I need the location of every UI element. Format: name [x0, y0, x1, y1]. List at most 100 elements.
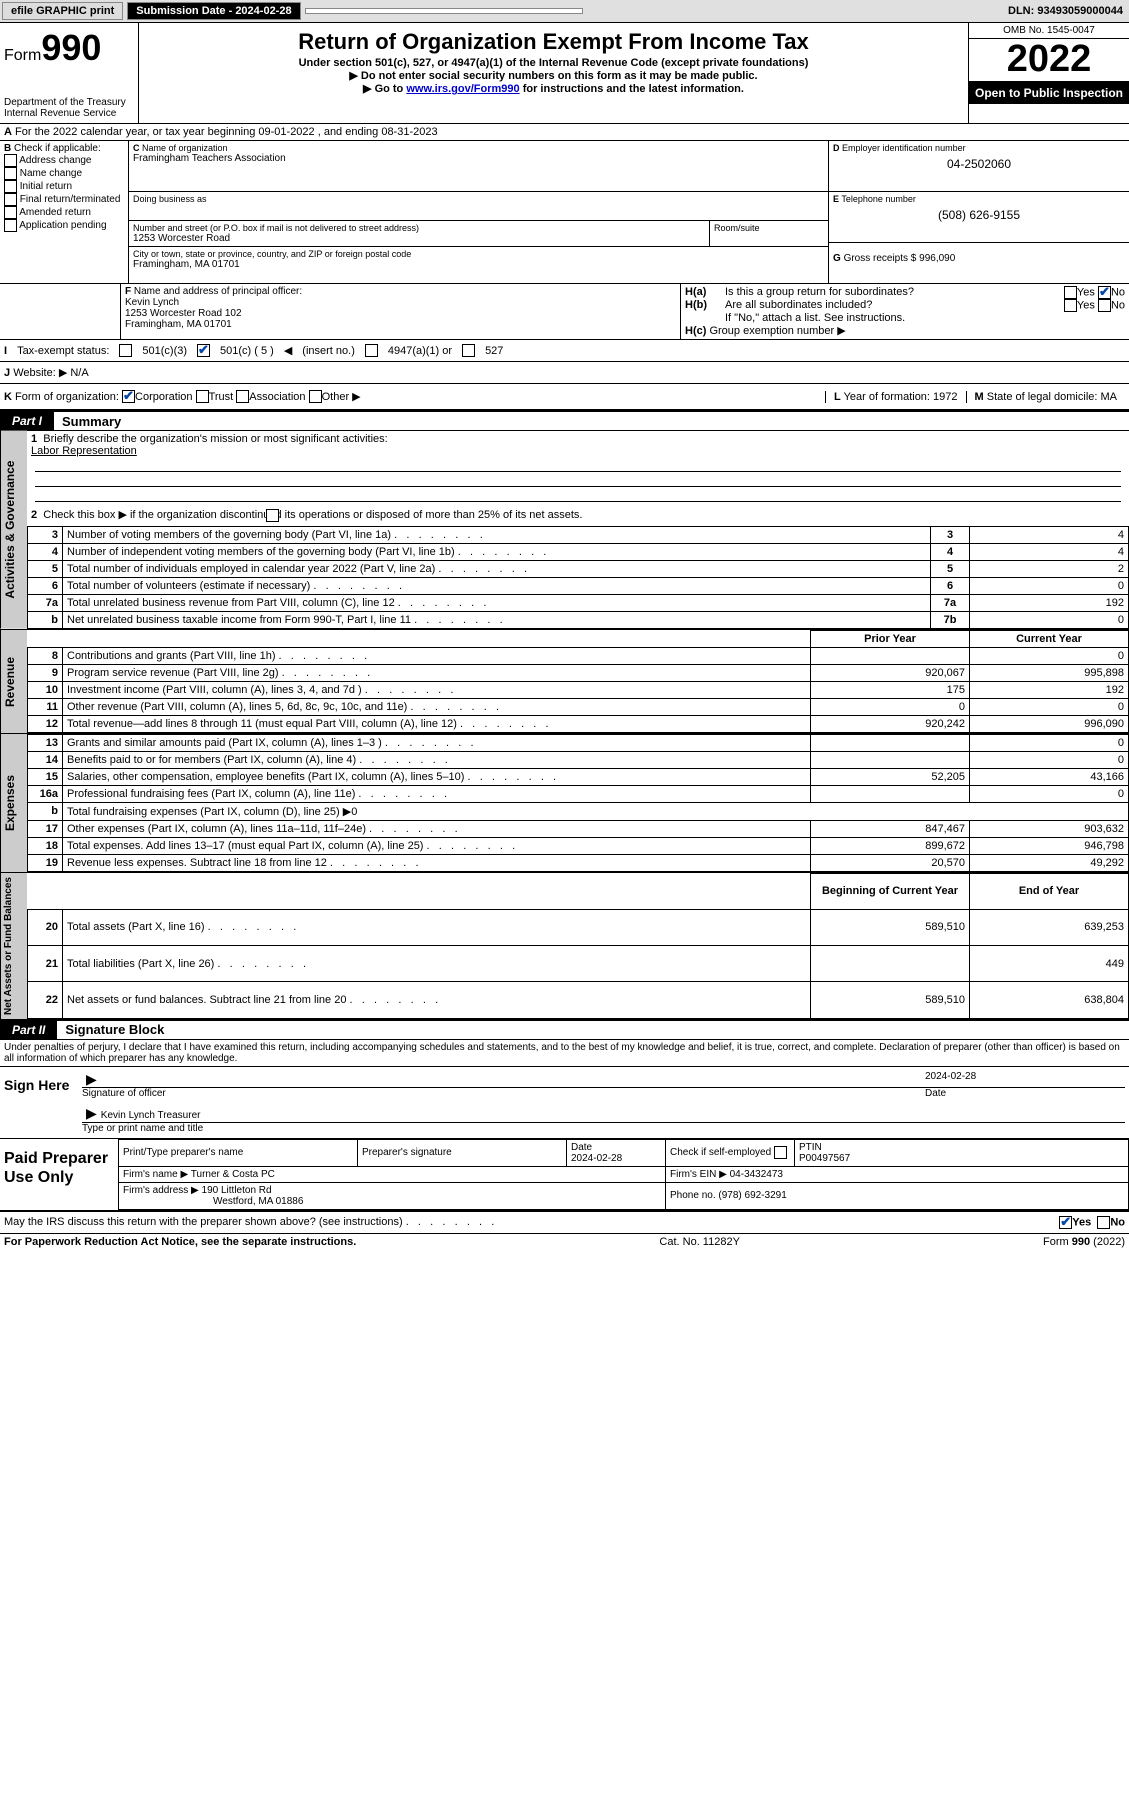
b-checkbox[interactable]	[4, 180, 17, 193]
b-checkbox[interactable]	[4, 219, 17, 232]
part1-body: Activities & Governance 1 Briefly descri…	[0, 431, 1129, 629]
ha-label: Is this a group return for subordinates?	[725, 286, 1064, 299]
section-i: I Tax-exempt status: 501(c)(3) 501(c) ( …	[0, 340, 1129, 362]
instruction-2: ▶ Go to www.irs.gov/Form990 for instruct…	[147, 82, 960, 95]
org-name: Framingham Teachers Association	[133, 153, 824, 164]
page-footer: For Paperwork Reduction Act Notice, see …	[0, 1233, 1129, 1250]
room-suite-label: Room/suite	[709, 221, 828, 246]
governance-table: 3Number of voting members of the governi…	[27, 526, 1129, 629]
irs-label: Internal Revenue Service	[4, 108, 134, 119]
section-a: A For the 2022 calendar year, or tax yea…	[0, 124, 1129, 141]
discuss-yes-checkbox[interactable]	[1059, 1216, 1072, 1229]
vtab-governance: Activities & Governance	[0, 431, 27, 629]
irs-link[interactable]: www.irs.gov/Form990	[406, 83, 519, 95]
hb-yes-checkbox[interactable]	[1064, 299, 1077, 312]
firm-addr2: Westford, MA 01886	[123, 1196, 303, 1207]
assoc-checkbox[interactable]	[236, 390, 249, 403]
paid-preparer-label: Paid Preparer Use Only	[0, 1139, 118, 1210]
net-assets-section: Net Assets or Fund Balances Beginning of…	[0, 872, 1129, 1019]
preparer-table: Print/Type preparer's name Preparer's si…	[118, 1139, 1129, 1210]
q2-label: Check this box ▶ if the organization dis…	[43, 509, 582, 521]
section-j: J Website: ▶ N/A	[0, 362, 1129, 384]
hb-no-checkbox[interactable]	[1098, 299, 1111, 312]
officer-addr: 1253 Worcester Road 102	[125, 308, 676, 319]
domicile: MA	[1101, 391, 1118, 403]
ein-value: 04-2502060	[833, 153, 1125, 171]
officer-typed-name: Kevin Lynch Treasurer	[101, 1110, 201, 1121]
addr-label: Number and street (or P.O. box if mail i…	[133, 223, 705, 233]
501c-checkbox[interactable]	[197, 344, 210, 357]
501c3-checkbox[interactable]	[119, 344, 132, 357]
officer-city: Framingham, MA 01701	[125, 319, 676, 330]
pra-notice: For Paperwork Reduction Act Notice, see …	[4, 1236, 356, 1248]
tax-status-label: Tax-exempt status:	[17, 345, 109, 357]
tax-year: 2022	[969, 39, 1129, 82]
omb-number: OMB No. 1545-0047	[969, 23, 1129, 39]
sig-date-value: 2024-02-28	[925, 1071, 1125, 1088]
entity-info-grid: B Check if applicable: Address change Na…	[0, 141, 1129, 284]
form-subtitle: Under section 501(c), 527, or 4947(a)(1)…	[147, 57, 960, 69]
officer-name: Kevin Lynch	[125, 297, 676, 308]
q2-checkbox[interactable]	[266, 509, 279, 522]
firm-ein: 04-3432473	[730, 1169, 783, 1180]
hc-label: Group exemption number ▶	[709, 325, 845, 337]
gross-receipts-value: 996,090	[919, 253, 955, 264]
blank-field	[305, 8, 583, 14]
b-checkbox[interactable]	[4, 167, 17, 180]
domicile-label: State of legal domicile:	[987, 391, 1098, 403]
section-b: B Check if applicable: Address change Na…	[0, 141, 129, 283]
city-state-zip: Framingham, MA 01701	[133, 259, 824, 270]
section-klm: K Form of organization: Corporation Trus…	[0, 384, 1129, 411]
paid-preparer-section: Paid Preparer Use Only Print/Type prepar…	[0, 1139, 1129, 1212]
instruction-1: ▶ Do not enter social security numbers o…	[147, 69, 960, 82]
self-employed-checkbox[interactable]	[774, 1146, 787, 1159]
trust-checkbox[interactable]	[196, 390, 209, 403]
other-checkbox[interactable]	[309, 390, 322, 403]
corp-checkbox[interactable]	[122, 390, 135, 403]
b-checkbox[interactable]	[4, 193, 17, 206]
year-formation: 1972	[933, 391, 957, 403]
website-value: N/A	[70, 367, 88, 379]
ein-label: Employer identification number	[842, 143, 966, 153]
net-assets-table: Beginning of Current YearEnd of Year20To…	[27, 873, 1129, 1019]
year-formation-label: Year of formation:	[844, 391, 930, 403]
city-label: City or town, state or province, country…	[133, 249, 824, 259]
h-note: If "No," attach a list. See instructions…	[685, 312, 1125, 324]
open-inspection: Open to Public Inspection	[969, 82, 1129, 104]
cat-no: Cat. No. 11282Y	[659, 1236, 740, 1248]
mission-text: Labor Representation	[31, 445, 137, 457]
revenue-section: Revenue Prior YearCurrent Year8Contribut…	[0, 629, 1129, 733]
efile-print-button[interactable]: efile GRAPHIC print	[2, 2, 123, 20]
b-checkbox[interactable]	[4, 206, 17, 219]
revenue-table: Prior YearCurrent Year8Contributions and…	[27, 630, 1129, 733]
b-checkbox[interactable]	[4, 154, 17, 167]
ha-yes-checkbox[interactable]	[1064, 286, 1077, 299]
form-title: Return of Organization Exempt From Incom…	[147, 29, 960, 55]
street-address: 1253 Worcester Road	[133, 233, 705, 244]
firm-phone: (978) 692-3291	[718, 1190, 786, 1201]
discuss-row: May the IRS discuss this return with the…	[0, 1212, 1129, 1233]
perjury-declaration: Under penalties of perjury, I declare th…	[0, 1040, 1129, 1067]
dln-label: DLN: 93493059000044	[1008, 5, 1127, 17]
type-name-label: Type or print name and title	[82, 1123, 1125, 1134]
vtab-revenue: Revenue	[0, 630, 27, 733]
phone-label: Telephone number	[841, 194, 916, 204]
sig-date-label: Date	[925, 1088, 1125, 1099]
sign-here-label: Sign Here	[0, 1067, 78, 1138]
dept-treasury: Department of the Treasury	[4, 97, 134, 108]
527-checkbox[interactable]	[462, 344, 475, 357]
form-ref: Form 990 (2022)	[1043, 1236, 1125, 1248]
sig-officer-label: Signature of officer	[82, 1088, 925, 1099]
phone-value: (508) 626-9155	[833, 204, 1125, 222]
4947-checkbox[interactable]	[365, 344, 378, 357]
org-name-label: Name of organization	[142, 143, 228, 153]
discuss-no-checkbox[interactable]	[1097, 1216, 1110, 1229]
gross-receipts-label: Gross receipts $	[844, 253, 917, 264]
firm-name: Turner & Costa PC	[191, 1169, 275, 1180]
firm-addr1: 190 Littleton Rd	[202, 1185, 272, 1196]
submission-date-button[interactable]: Submission Date - 2024-02-28	[127, 2, 300, 20]
ha-no-checkbox[interactable]	[1098, 286, 1111, 299]
form-header: Form990 Department of the Treasury Inter…	[0, 23, 1129, 124]
q1-label: Briefly describe the organization's miss…	[43, 433, 387, 445]
form-org-label: Form of organization:	[15, 391, 119, 403]
